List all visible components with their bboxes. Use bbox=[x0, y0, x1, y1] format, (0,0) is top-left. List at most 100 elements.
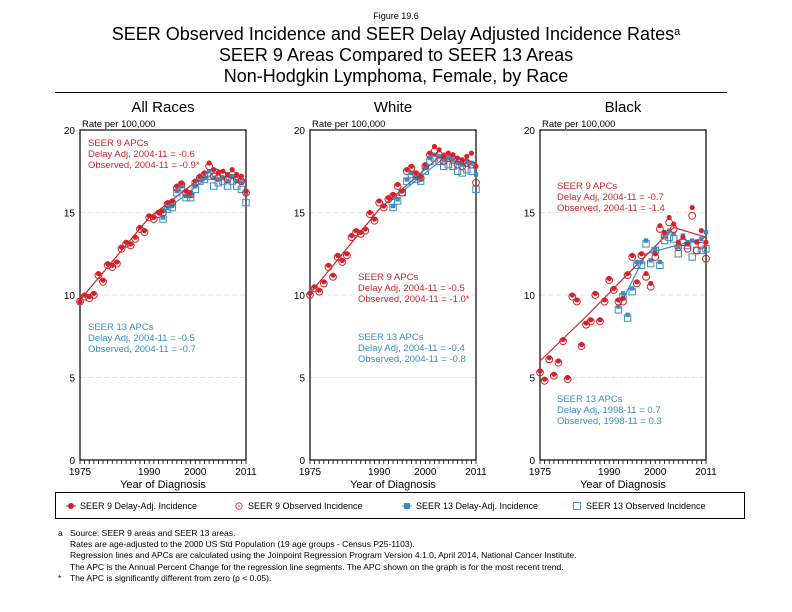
legend-label: SEER 9 Delay-Adj. Incidence bbox=[80, 501, 198, 511]
y-tick-label: 0 bbox=[69, 456, 75, 467]
seer9-delay-adj-point bbox=[362, 226, 368, 232]
seer9-delay-adj-point bbox=[684, 241, 691, 247]
seer9-delay-adj-point bbox=[77, 299, 83, 305]
footnote-row: Rates are age-adjusted to the 2000 US St… bbox=[58, 539, 577, 550]
seer13-delay-adj-point bbox=[239, 180, 244, 185]
seer13-delay-adj-point bbox=[639, 259, 644, 265]
seer13-delay-adj-point bbox=[455, 160, 460, 166]
seer13-delay-adj-point bbox=[630, 286, 635, 291]
seer13-apc-text: Delay Adj, 1998-11 = 0.7 bbox=[557, 405, 661, 416]
seer9-delay-adj-point bbox=[450, 152, 456, 158]
seer9-delay-adj-point bbox=[413, 170, 419, 176]
seer9-delay-adj-point bbox=[114, 259, 120, 265]
seer9-delay-adj-point bbox=[431, 143, 438, 150]
seer9-apc-text: Delay Adj, 2004-11 = -0.6 bbox=[88, 149, 195, 160]
seer9-delay-adj-point bbox=[141, 228, 148, 234]
y-tick-label: 15 bbox=[294, 209, 306, 220]
seer13-apc-text: Delay Adj, 2004-11 = -0.4 bbox=[358, 343, 465, 354]
footnote-mark: a bbox=[58, 528, 63, 538]
seer9-delay-adj-point bbox=[680, 234, 686, 240]
seer13-observed-point bbox=[440, 162, 448, 171]
seer9-delay-adj-point bbox=[229, 167, 235, 173]
seer13-delay-adj-point bbox=[225, 178, 230, 184]
x-tick-label: 2011 bbox=[465, 467, 487, 478]
seer9-apc-text: Observed, 2004-11 = -1.0* bbox=[358, 294, 470, 305]
chart-title-line-3: Non-Hodgkin Lymphoma, Female, by Race bbox=[223, 66, 569, 86]
seer13-delay-adj-point bbox=[666, 228, 672, 233]
seer9-delay-adj-point bbox=[537, 368, 543, 374]
seer13-delay-adj-point bbox=[676, 244, 681, 250]
seer13-delay-adj-point bbox=[459, 162, 465, 167]
seer9-delay-adj-point bbox=[625, 270, 631, 277]
legend-marker-filled-square-icon bbox=[402, 503, 412, 509]
y-tick-label: 5 bbox=[529, 374, 535, 385]
seer13-observed-point bbox=[242, 198, 250, 207]
legend-marker-open-circle-icon bbox=[235, 502, 243, 510]
x-axis-label: Year of Diagnosis bbox=[350, 479, 436, 491]
seer9-delay-adj-point bbox=[376, 198, 382, 204]
seer13-apc-text: SEER 13 APCs bbox=[557, 394, 623, 405]
footnote-text: Rates are age-adjusted to the 2000 US St… bbox=[70, 539, 415, 550]
legend-label: SEER 9 Observed Incidence bbox=[248, 501, 363, 511]
seer9-delay-adj-point bbox=[100, 277, 106, 283]
seer9-delay-adj-point bbox=[698, 228, 704, 234]
seer13-delay-adj-point bbox=[216, 177, 221, 182]
seer13-delay-adj-point bbox=[703, 230, 709, 235]
seer9-delay-adj-point bbox=[137, 224, 143, 230]
seer13-observed-point bbox=[697, 246, 706, 255]
seer9-delay-adj-point bbox=[445, 150, 451, 156]
seer9-delay-adj-point bbox=[578, 341, 585, 348]
seer13-delay-adj-point bbox=[234, 178, 239, 184]
seer13-delay-adj-point bbox=[211, 175, 216, 181]
y-tick-label: 10 bbox=[294, 291, 306, 302]
chart-title-line-1: SEER Observed Incidence and SEER Delay A… bbox=[111, 24, 681, 44]
y-tick-label: 15 bbox=[524, 209, 536, 220]
legend-marker-open-square-icon bbox=[573, 502, 581, 510]
x-tick-label: 2000 bbox=[184, 467, 207, 478]
y-tick-label: 0 bbox=[299, 456, 305, 467]
title-footnote-marker: a bbox=[674, 26, 681, 38]
footnote-text: The APC is the Annual Percent Change for… bbox=[70, 561, 564, 572]
seer9-delay-adj-point bbox=[546, 355, 552, 361]
seer13-delay-adj-point bbox=[409, 170, 414, 176]
footnote-mark: * bbox=[58, 572, 62, 583]
seer13-delay-adj-point bbox=[616, 304, 621, 309]
chart-title-line-2: SEER 9 Areas Compared to SEER 13 Areas bbox=[218, 45, 574, 65]
seer9-delay-adj-point bbox=[592, 290, 598, 296]
seer9-delay-adj-point bbox=[335, 252, 341, 258]
seer9-delay-adj-point bbox=[321, 279, 327, 285]
seer9-delay-adj-point bbox=[657, 223, 663, 229]
seer13-apc-text: Observed, 2004-11 = -0.7 bbox=[88, 344, 196, 355]
seer13-delay-adj-point bbox=[662, 233, 667, 238]
seer9-delay-adj-point bbox=[551, 371, 557, 377]
seer13-apc-text: Observed, 2004-11 = -0.8 bbox=[358, 354, 466, 365]
seer9-delay-adj-point bbox=[473, 163, 479, 169]
chart-panel-black: Black Rate per 100,000 0 5 10 15 20 1975 1990 200… bbox=[524, 99, 717, 491]
seer13-delay-adj-point bbox=[395, 197, 400, 202]
y-axis-label: Rate per 100,000 bbox=[312, 119, 385, 130]
y-tick-label: 15 bbox=[64, 209, 76, 220]
seer13-delay-adj-point bbox=[390, 203, 396, 209]
footnote-mark bbox=[58, 550, 70, 561]
y-tick-label: 5 bbox=[69, 374, 75, 385]
seer9-delay-adj-point bbox=[574, 297, 580, 303]
y-tick-label: 5 bbox=[299, 374, 305, 385]
seer9-delay-adj-point bbox=[307, 290, 313, 296]
x-tick-label: 2011 bbox=[235, 467, 257, 478]
seer9-delay-adj-point bbox=[344, 251, 350, 257]
seer9-delay-adj-point bbox=[638, 251, 645, 257]
x-tick-label: 1975 bbox=[299, 467, 322, 478]
footnote-mark bbox=[58, 562, 70, 573]
seer13-observed-point bbox=[665, 233, 673, 241]
footnote-row: Regression lines and APCs are calculated… bbox=[58, 550, 577, 561]
seer13-delay-adj-point bbox=[620, 291, 626, 296]
seer9-delay-adj-point bbox=[238, 173, 244, 179]
seer13-delay-adj-point bbox=[648, 258, 653, 263]
seer9-delay-adj-point bbox=[95, 270, 102, 277]
seer9-apc-text: Delay Adj, 2004-11 = -0.5 bbox=[358, 283, 465, 294]
seer9-delay-adj-point bbox=[464, 153, 470, 159]
x-tick-label: 2000 bbox=[414, 467, 437, 478]
seer13-delay-adj-point bbox=[699, 236, 704, 242]
legend-label: SEER 13 Delay-Adj. Incidence bbox=[416, 501, 539, 511]
